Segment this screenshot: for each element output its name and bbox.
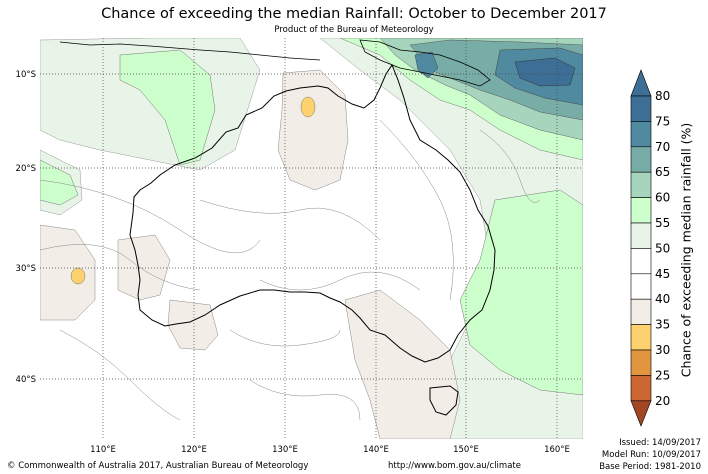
colorbar-title: Chance of exceeding median rainfall (%) bbox=[678, 122, 694, 378]
colorbar-swatch-70-75 bbox=[630, 121, 652, 148]
lon-label-160e: 160°E bbox=[544, 445, 570, 455]
colorbar-swatch-30-35 bbox=[630, 324, 652, 351]
lon-label-130e: 130°E bbox=[272, 445, 298, 455]
model-run-date: Model Run: 10/09/2017 bbox=[601, 450, 701, 460]
colorbar-tick: 40 bbox=[655, 292, 670, 306]
colorbar-ticks: 80 75 70 65 60 55 50 45 40 35 30 25 20 bbox=[655, 89, 670, 408]
region-70-75-cape bbox=[414, 51, 439, 79]
colorbar-swatch-35-40 bbox=[630, 298, 652, 325]
colorbar-swatch-45-50 bbox=[630, 248, 652, 275]
new-guinea-coastline bbox=[359, 39, 491, 87]
contour-line bbox=[199, 199, 381, 241]
region-30-35-arnhem bbox=[300, 96, 316, 118]
colorbar-tick: 60 bbox=[655, 191, 670, 205]
colorbar-swatch-65-70 bbox=[630, 146, 652, 173]
colorbar-swatch-25-30 bbox=[630, 349, 652, 376]
contour-line bbox=[40, 244, 201, 291]
lon-label-150e: 150°E bbox=[453, 445, 479, 455]
colorbar-tick: 35 bbox=[655, 318, 670, 332]
lon-label-140e: 140°E bbox=[363, 445, 389, 455]
map-panel bbox=[40, 38, 583, 439]
lat-label-10s: 10°S bbox=[16, 70, 36, 80]
colorbar-tick: 70 bbox=[655, 140, 670, 154]
region-55-60-east bbox=[459, 189, 583, 396]
contour-line bbox=[249, 379, 361, 421]
region-35-40-interior bbox=[117, 234, 171, 301]
colorbar-swatch-75-80 bbox=[630, 95, 652, 122]
issue-info: Issued: 14/09/2017 Model Run: 10/09/2017… bbox=[599, 437, 701, 473]
colorbar-tick: 45 bbox=[655, 267, 670, 281]
map-title: Chance of exceeding the median Rainfall:… bbox=[101, 6, 607, 22]
colorbar-tick: 30 bbox=[655, 343, 670, 357]
indonesia-coastline bbox=[59, 41, 321, 61]
colorbar-swatch-20-25 bbox=[630, 375, 652, 402]
region-35-40-southwest bbox=[40, 224, 96, 321]
contour-line bbox=[40, 179, 261, 254]
colorbar-top-arrow bbox=[630, 69, 652, 97]
contour-line bbox=[259, 271, 421, 291]
colorbar-swatch-60-65 bbox=[630, 171, 652, 198]
colorbar-bottom-arrow bbox=[630, 400, 652, 427]
lat-label-20s: 20°S bbox=[16, 164, 36, 174]
contour-line bbox=[479, 129, 541, 203]
colorbar-tick: 25 bbox=[655, 368, 670, 382]
contour-lines bbox=[40, 119, 541, 421]
colorbar-tick: 80 bbox=[655, 89, 670, 103]
colorbar-tick: 55 bbox=[655, 216, 670, 230]
lon-label-120e: 120°E bbox=[181, 445, 207, 455]
region-35-40-arnhem bbox=[277, 69, 349, 191]
base-period: Base Period: 1981-2010 bbox=[599, 462, 701, 472]
copyright-notice: © Commonwealth of Australia 2017, Austra… bbox=[7, 461, 309, 471]
australia-coastline bbox=[129, 63, 496, 363]
colorbar-tick: 50 bbox=[655, 241, 670, 255]
colorbar-tick: 65 bbox=[655, 165, 670, 179]
colorbar-swatch-40-45 bbox=[630, 273, 652, 300]
colorbar-swatch-50-55 bbox=[630, 222, 652, 249]
map-subtitle: Product of the Bureau of Meteorology bbox=[274, 25, 434, 35]
region-55-60-north bbox=[119, 49, 216, 166]
lat-label-40s: 40°S bbox=[16, 375, 36, 385]
colorbar-tick: 20 bbox=[655, 394, 670, 408]
region-30-35-west bbox=[70, 267, 86, 285]
source-url[interactable]: http://www.bom.gov.au/climate bbox=[388, 461, 521, 471]
colorbar-tick: 75 bbox=[655, 114, 670, 128]
contour-line bbox=[59, 329, 181, 421]
tasmania-coastline bbox=[429, 385, 459, 416]
contour-line bbox=[379, 119, 454, 301]
contour-line bbox=[229, 329, 341, 347]
colorbar-swatch-55-60 bbox=[630, 197, 652, 224]
issued-date: Issued: 14/09/2017 bbox=[619, 438, 701, 448]
colorbar bbox=[630, 69, 652, 427]
region-55-60-west bbox=[40, 159, 79, 206]
lat-label-30s: 30°S bbox=[16, 264, 36, 274]
region-above-75 bbox=[514, 57, 576, 87]
graticule bbox=[40, 38, 583, 439]
lon-label-110e: 110°E bbox=[90, 445, 116, 455]
